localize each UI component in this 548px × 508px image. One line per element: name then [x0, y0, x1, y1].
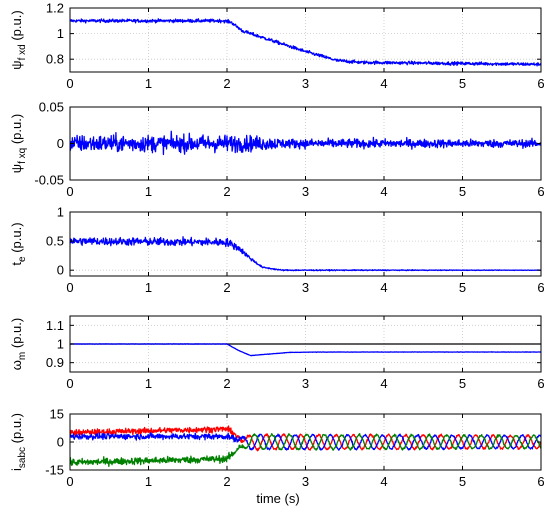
y-tick-label: 1	[57, 337, 64, 352]
y-tick-label: 1.2	[46, 1, 64, 16]
y-tick-label: 0.9	[46, 355, 64, 370]
x-tick-label: 0	[66, 280, 73, 295]
series-line-2	[70, 343, 541, 357]
x-tick-label: 1	[145, 184, 152, 199]
x-tick-label: 6	[537, 474, 544, 489]
y-tick-label: 0	[57, 435, 64, 450]
x-tick-label: 4	[380, 474, 387, 489]
x-tick-label: 6	[537, 184, 544, 199]
x-tick-label: 1	[145, 280, 152, 295]
x-tick-label: 2	[223, 474, 230, 489]
series-line-1	[70, 236, 541, 272]
series-line-3	[70, 433, 541, 468]
y-axis-label: ψf xd (p.u.)	[9, 10, 28, 69]
series-line-1	[70, 425, 541, 452]
x-tick-label: 3	[302, 184, 309, 199]
y-tick-label: 0.8	[46, 52, 64, 67]
y-tick-label: 0	[57, 263, 64, 278]
x-tick-label: 0	[66, 376, 73, 391]
plot-area	[70, 8, 541, 72]
y-axis-label: te (p.u.)	[9, 222, 28, 265]
x-tick-label: 3	[302, 280, 309, 295]
y-tick-label: -0.05	[34, 173, 64, 188]
x-tick-label: 4	[380, 184, 387, 199]
x-tick-label: 4	[380, 280, 387, 295]
y-tick-label: 0	[57, 136, 64, 151]
x-tick-label: 1	[145, 376, 152, 391]
x-tick-label: 3	[302, 474, 309, 489]
y-axis-label: isabc (p.u.)	[9, 413, 28, 471]
subplot-1: 0 1 2 3 4 5 6 0.8 1 1.2 ψf xd (p.u.)	[9, 1, 545, 92]
x-tick-label: 6	[537, 76, 544, 91]
x-tick-label: 2	[223, 280, 230, 295]
x-tick-label: 0	[66, 474, 73, 489]
subplot-4: 0 1 2 3 4 5 6 0.9 1 1.1 ωm (p.u.)	[9, 315, 545, 391]
subplot-3: 0 1 2 3 4 5 6 0 0.5 1 te (p.u.)	[9, 205, 545, 296]
x-tick-label: 6	[537, 376, 544, 391]
x-tick-label: 5	[459, 376, 466, 391]
y-tick-label: 15	[50, 407, 64, 422]
y-tick-label: 0.5	[46, 234, 64, 249]
series-line-1	[70, 18, 541, 67]
x-tick-label: 2	[223, 376, 230, 391]
y-tick-label: 1	[57, 26, 64, 41]
x-tick-label: 4	[380, 76, 387, 91]
series-line-1	[70, 130, 541, 156]
x-tick-label: 2	[223, 184, 230, 199]
x-tick-label: 5	[459, 76, 466, 91]
x-tick-label: 1	[145, 474, 152, 489]
y-tick-label: 1	[57, 205, 64, 220]
x-tick-label: 0	[66, 184, 73, 199]
x-tick-label: 5	[459, 280, 466, 295]
x-tick-label: 0	[66, 76, 73, 91]
y-tick-label: -15	[45, 463, 64, 478]
y-tick-label: 1.1	[46, 318, 64, 333]
x-tick-label: 3	[302, 376, 309, 391]
x-axis-label: time (s)	[256, 491, 299, 506]
y-axis-label: ωm (p.u.)	[9, 318, 28, 370]
x-tick-label: 2	[223, 76, 230, 91]
x-tick-label: 1	[145, 76, 152, 91]
series-line-2	[70, 432, 541, 451]
x-tick-label: 4	[380, 376, 387, 391]
x-tick-label: 5	[459, 184, 466, 199]
y-axis-label: ψf xq (p.u.)	[9, 114, 28, 173]
y-tick-label: 0.05	[39, 100, 64, 115]
x-tick-label: 3	[302, 76, 309, 91]
x-tick-label: 5	[459, 474, 466, 489]
x-tick-label: 6	[537, 280, 544, 295]
